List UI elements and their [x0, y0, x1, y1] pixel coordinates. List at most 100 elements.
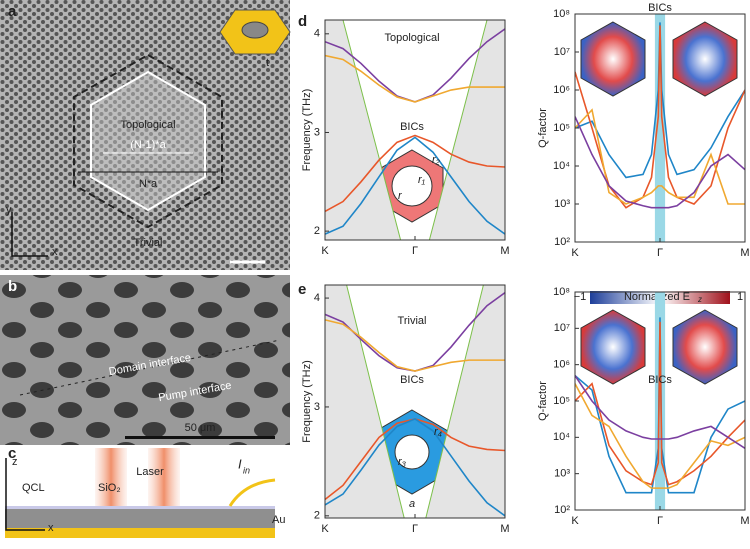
- series-line: [325, 319, 505, 372]
- light-cone-fill: [325, 285, 405, 518]
- chart: 10² 10³ 10⁴ 10⁵ 10⁶ 10⁷ 10⁸ K Γ M Q-factor BICs: [537, 2, 750, 259]
- inset-hole: [241, 21, 269, 39]
- light-cone-fill: [429, 20, 505, 240]
- annotation: BICs: [400, 374, 424, 386]
- y-tick-label: 10⁷: [554, 46, 570, 58]
- x-tick-label: Γ: [412, 523, 418, 535]
- x-tick-label: K: [321, 523, 329, 535]
- series-line: [325, 134, 505, 213]
- wire: [228, 478, 276, 507]
- y-tick-label: 10⁸: [553, 8, 570, 20]
- colorbar-tick: 1: [737, 291, 743, 303]
- chart-title: BICs: [648, 2, 672, 14]
- y-tick-label: 10³: [554, 468, 570, 480]
- x-tick-label: M: [740, 247, 749, 259]
- axes-arrow: [11, 212, 48, 257]
- x-tick-label: K: [571, 515, 579, 527]
- y-tick-label: 10²: [554, 504, 570, 516]
- highlight-band: [654, 14, 666, 242]
- x-tick-label: K: [571, 247, 579, 259]
- chart: 10² 10³ 10⁴ 10⁵ 10⁶ 10⁷ 10⁸ K Γ M Q-factor: [537, 286, 750, 527]
- y-tick-label: 3: [314, 401, 320, 413]
- y-axis-label: Frequency (THz): [301, 360, 313, 443]
- y-axis-label: Frequency (THz): [301, 89, 313, 172]
- label: t: [266, 57, 269, 69]
- label: I: [238, 456, 242, 471]
- charts: 2 3 4 K Γ M Frequency (THz) 10² 10³ 10⁴ 10⁵ 10⁶ 10⁷ 1…: [301, 2, 750, 535]
- y-tick-label: 10⁴: [553, 160, 570, 172]
- annotation: BICs: [648, 374, 672, 386]
- label: Trivial: [134, 237, 163, 249]
- y-tick-label: 10⁶: [553, 84, 570, 96]
- series-line: [575, 116, 745, 209]
- axis-name: y: [6, 204, 12, 216]
- interface-line: [19, 339, 281, 396]
- qcl-layer: [5, 508, 275, 528]
- au-layer: [5, 528, 275, 538]
- label: Au: [272, 514, 285, 526]
- chart: 2 3 4 K Γ M Frequency (THz): [301, 284, 510, 535]
- panel-label: a: [8, 3, 17, 20]
- x-tick-label: Γ: [657, 247, 663, 259]
- series-line: [428, 20, 488, 240]
- label: N*a: [139, 178, 158, 190]
- plot-area: [325, 20, 505, 240]
- series-line: [325, 418, 505, 517]
- annotation: r: [398, 190, 403, 202]
- inner-hexagon: [90, 70, 206, 212]
- highlight-band: [654, 292, 666, 510]
- series-line: [575, 321, 745, 486]
- x-tick-label: Γ: [412, 245, 418, 257]
- x-tick-label: M: [500, 245, 509, 257]
- y-tick-label: 4: [314, 28, 320, 40]
- y-tick-label: 10³: [554, 198, 570, 210]
- y-tick-label: 10⁷: [554, 322, 570, 334]
- sem-image-b: [0, 275, 290, 445]
- y-tick-label: 3: [314, 126, 320, 138]
- annotation: a: [409, 498, 415, 510]
- sio2-layer: [5, 506, 275, 509]
- field-inset: [672, 21, 738, 97]
- hole: [391, 165, 433, 207]
- y-tick-label: 10⁵: [553, 395, 570, 407]
- axes-arrow: [5, 458, 45, 531]
- y-tick-label: 10⁶: [553, 359, 570, 371]
- field-inset: [580, 21, 646, 97]
- series-line: [346, 285, 405, 518]
- series-line: [575, 383, 745, 489]
- annotation: Topological: [384, 32, 439, 44]
- panel-label: c: [8, 445, 16, 462]
- colorbar-tick: −1: [574, 291, 587, 303]
- series-line: [575, 317, 745, 494]
- series-line: [425, 285, 484, 518]
- series-line: [325, 136, 505, 235]
- x-tick-label: M: [500, 523, 509, 535]
- y-tick-label: 2: [314, 225, 320, 237]
- panel-label: b: [8, 278, 17, 295]
- chart: 2 3 4 K Γ M Frequency (THz): [301, 19, 510, 257]
- axis-name: x: [52, 246, 58, 258]
- x-tick-label: Γ: [657, 515, 663, 527]
- annotation: BICs: [400, 121, 424, 133]
- colorbar-label: z: [697, 295, 702, 304]
- annotation: r₃: [398, 456, 407, 468]
- plot-area: [575, 14, 745, 242]
- label: in: [243, 465, 250, 475]
- label: SiO₂: [98, 482, 121, 494]
- hole: [394, 434, 430, 470]
- label: QCL: [22, 482, 45, 494]
- laser-beam: [95, 448, 127, 510]
- series-line: [575, 22, 745, 179]
- series-line: [325, 54, 505, 103]
- y-tick-label: 10⁸: [553, 286, 570, 298]
- field-inset: [672, 309, 738, 385]
- field-inset: [580, 309, 646, 385]
- y-tick-label: 2: [314, 510, 320, 522]
- series-line: [575, 375, 745, 449]
- annotation: r₂: [432, 154, 441, 166]
- annotation: r₁: [418, 174, 426, 186]
- x-tick-label: K: [321, 245, 329, 257]
- panel-label: d: [298, 13, 307, 30]
- light-cone-fill: [325, 20, 401, 240]
